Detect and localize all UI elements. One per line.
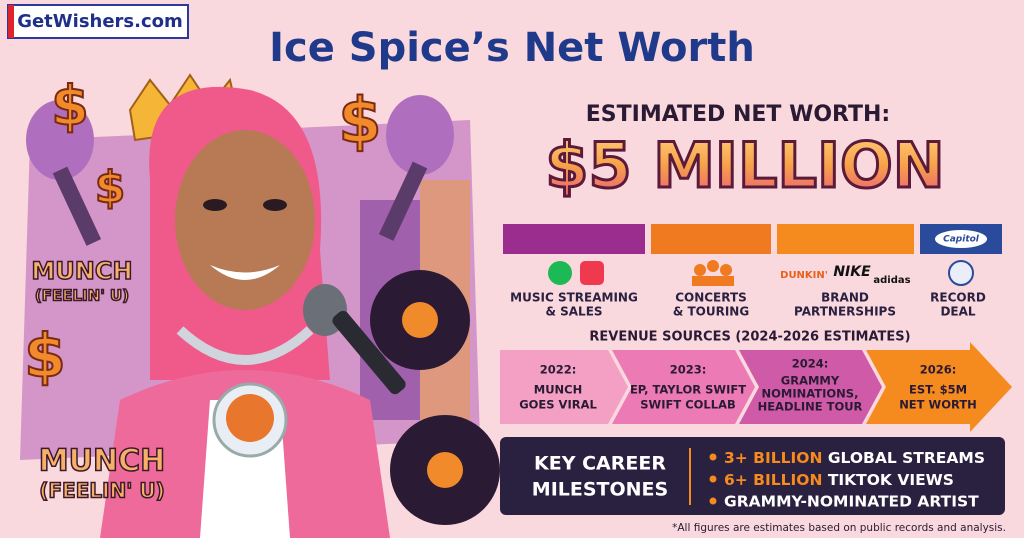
timeline-text: EST. $5M — [909, 383, 967, 397]
revenue-caption: REVENUE SOURCES (2024-2026 ESTIMATES) — [589, 330, 910, 345]
timeline-text: GOES VIRAL — [519, 398, 597, 412]
milestone: 3+ BILLION GLOBAL STREAMS — [724, 449, 985, 467]
timeline-arrow — [739, 350, 882, 424]
bullet — [709, 497, 717, 505]
record-logo-badge — [935, 230, 987, 248]
logo[interactable]: GetWishers.com — [17, 11, 183, 32]
source-label: & SALES — [545, 305, 602, 319]
sticker-text: MUNCH — [31, 257, 132, 285]
timeline-year: 2024: — [792, 357, 829, 371]
sticker-text: (FEELIN' U) — [35, 287, 129, 305]
milestones-title: MILESTONES — [532, 479, 668, 501]
milestone: 6+ BILLION TIKTOK VIEWS — [724, 471, 954, 489]
source-label: & TOURING — [673, 305, 749, 319]
logo-box[interactable] — [7, 4, 189, 39]
source-label: CONCERTS — [675, 291, 747, 305]
estimate-label: ESTIMATED NET WORTH: — [586, 102, 890, 127]
source-label: PARTNERSHIPS — [794, 305, 896, 319]
bullet — [709, 475, 717, 483]
svg-text:$: $ — [338, 84, 381, 157]
svg-text:$: $ — [95, 162, 126, 213]
milestone-highlight: 3+ BILLION — [724, 449, 822, 467]
revenue-segment — [651, 224, 771, 254]
revenue-segment — [503, 224, 645, 254]
brand-logo: adidas — [873, 275, 910, 286]
milestone-text: TIKTOK VIEWS — [828, 471, 954, 489]
milestone-text: GLOBAL STREAMS — [828, 449, 985, 467]
milestone: GRAMMY-NOMINATED ARTIST — [724, 493, 979, 511]
milestone-highlight: 6+ BILLION — [724, 471, 822, 489]
timeline-text: MUNCH — [534, 383, 582, 397]
concert-icon — [692, 260, 734, 286]
illustration: $ $ $ $ — [20, 73, 500, 538]
timeline-text: GRAMMY — [781, 374, 840, 388]
timeline-text: EP, TAYLOR SWIFT — [630, 383, 746, 397]
source-label: RECORD — [930, 291, 986, 305]
brand-logo: DUNKIN' — [780, 270, 828, 281]
brand-logo: NIKE — [833, 264, 871, 280]
timeline-text: NOMINATIONS, — [762, 387, 859, 401]
source-label: BRAND — [821, 291, 869, 305]
timeline-arrow — [866, 342, 1012, 432]
logo-stripe — [8, 5, 14, 38]
sticker-text: (FEELIN' U) — [39, 479, 165, 503]
timeline-text: HEADLINE TOUR — [758, 400, 863, 414]
timeline-year: 2022: — [540, 363, 577, 377]
timeline-text: NET WORTH — [899, 398, 977, 412]
timeline-arrow — [500, 350, 628, 424]
svg-text:$: $ — [51, 75, 89, 138]
milestones-title: KEY CAREER — [534, 453, 666, 475]
streaming-icon — [548, 261, 572, 285]
milestones-panel — [500, 437, 1005, 515]
timeline-arrow — [612, 350, 755, 424]
sticker-text: MUNCH — [39, 444, 165, 479]
record-logo: Capitol — [943, 235, 980, 245]
footnote: *All figures are estimates based on publ… — [672, 522, 1006, 534]
timeline-year: 2026: — [920, 363, 957, 377]
music-icon — [580, 261, 604, 285]
revenue-segment — [777, 224, 914, 254]
estimate-value: $5 MILLION — [545, 129, 944, 202]
timeline-year: 2023: — [670, 363, 707, 377]
title: Ice Spice’s Net Worth — [269, 25, 755, 71]
svg-text:$: $ — [24, 322, 66, 392]
bullet — [709, 453, 717, 461]
record-icon — [948, 260, 974, 286]
source-label: MUSIC STREAMING — [510, 291, 638, 305]
timeline-text: SWIFT COLLAB — [640, 398, 736, 412]
source-label: DEAL — [940, 305, 975, 319]
